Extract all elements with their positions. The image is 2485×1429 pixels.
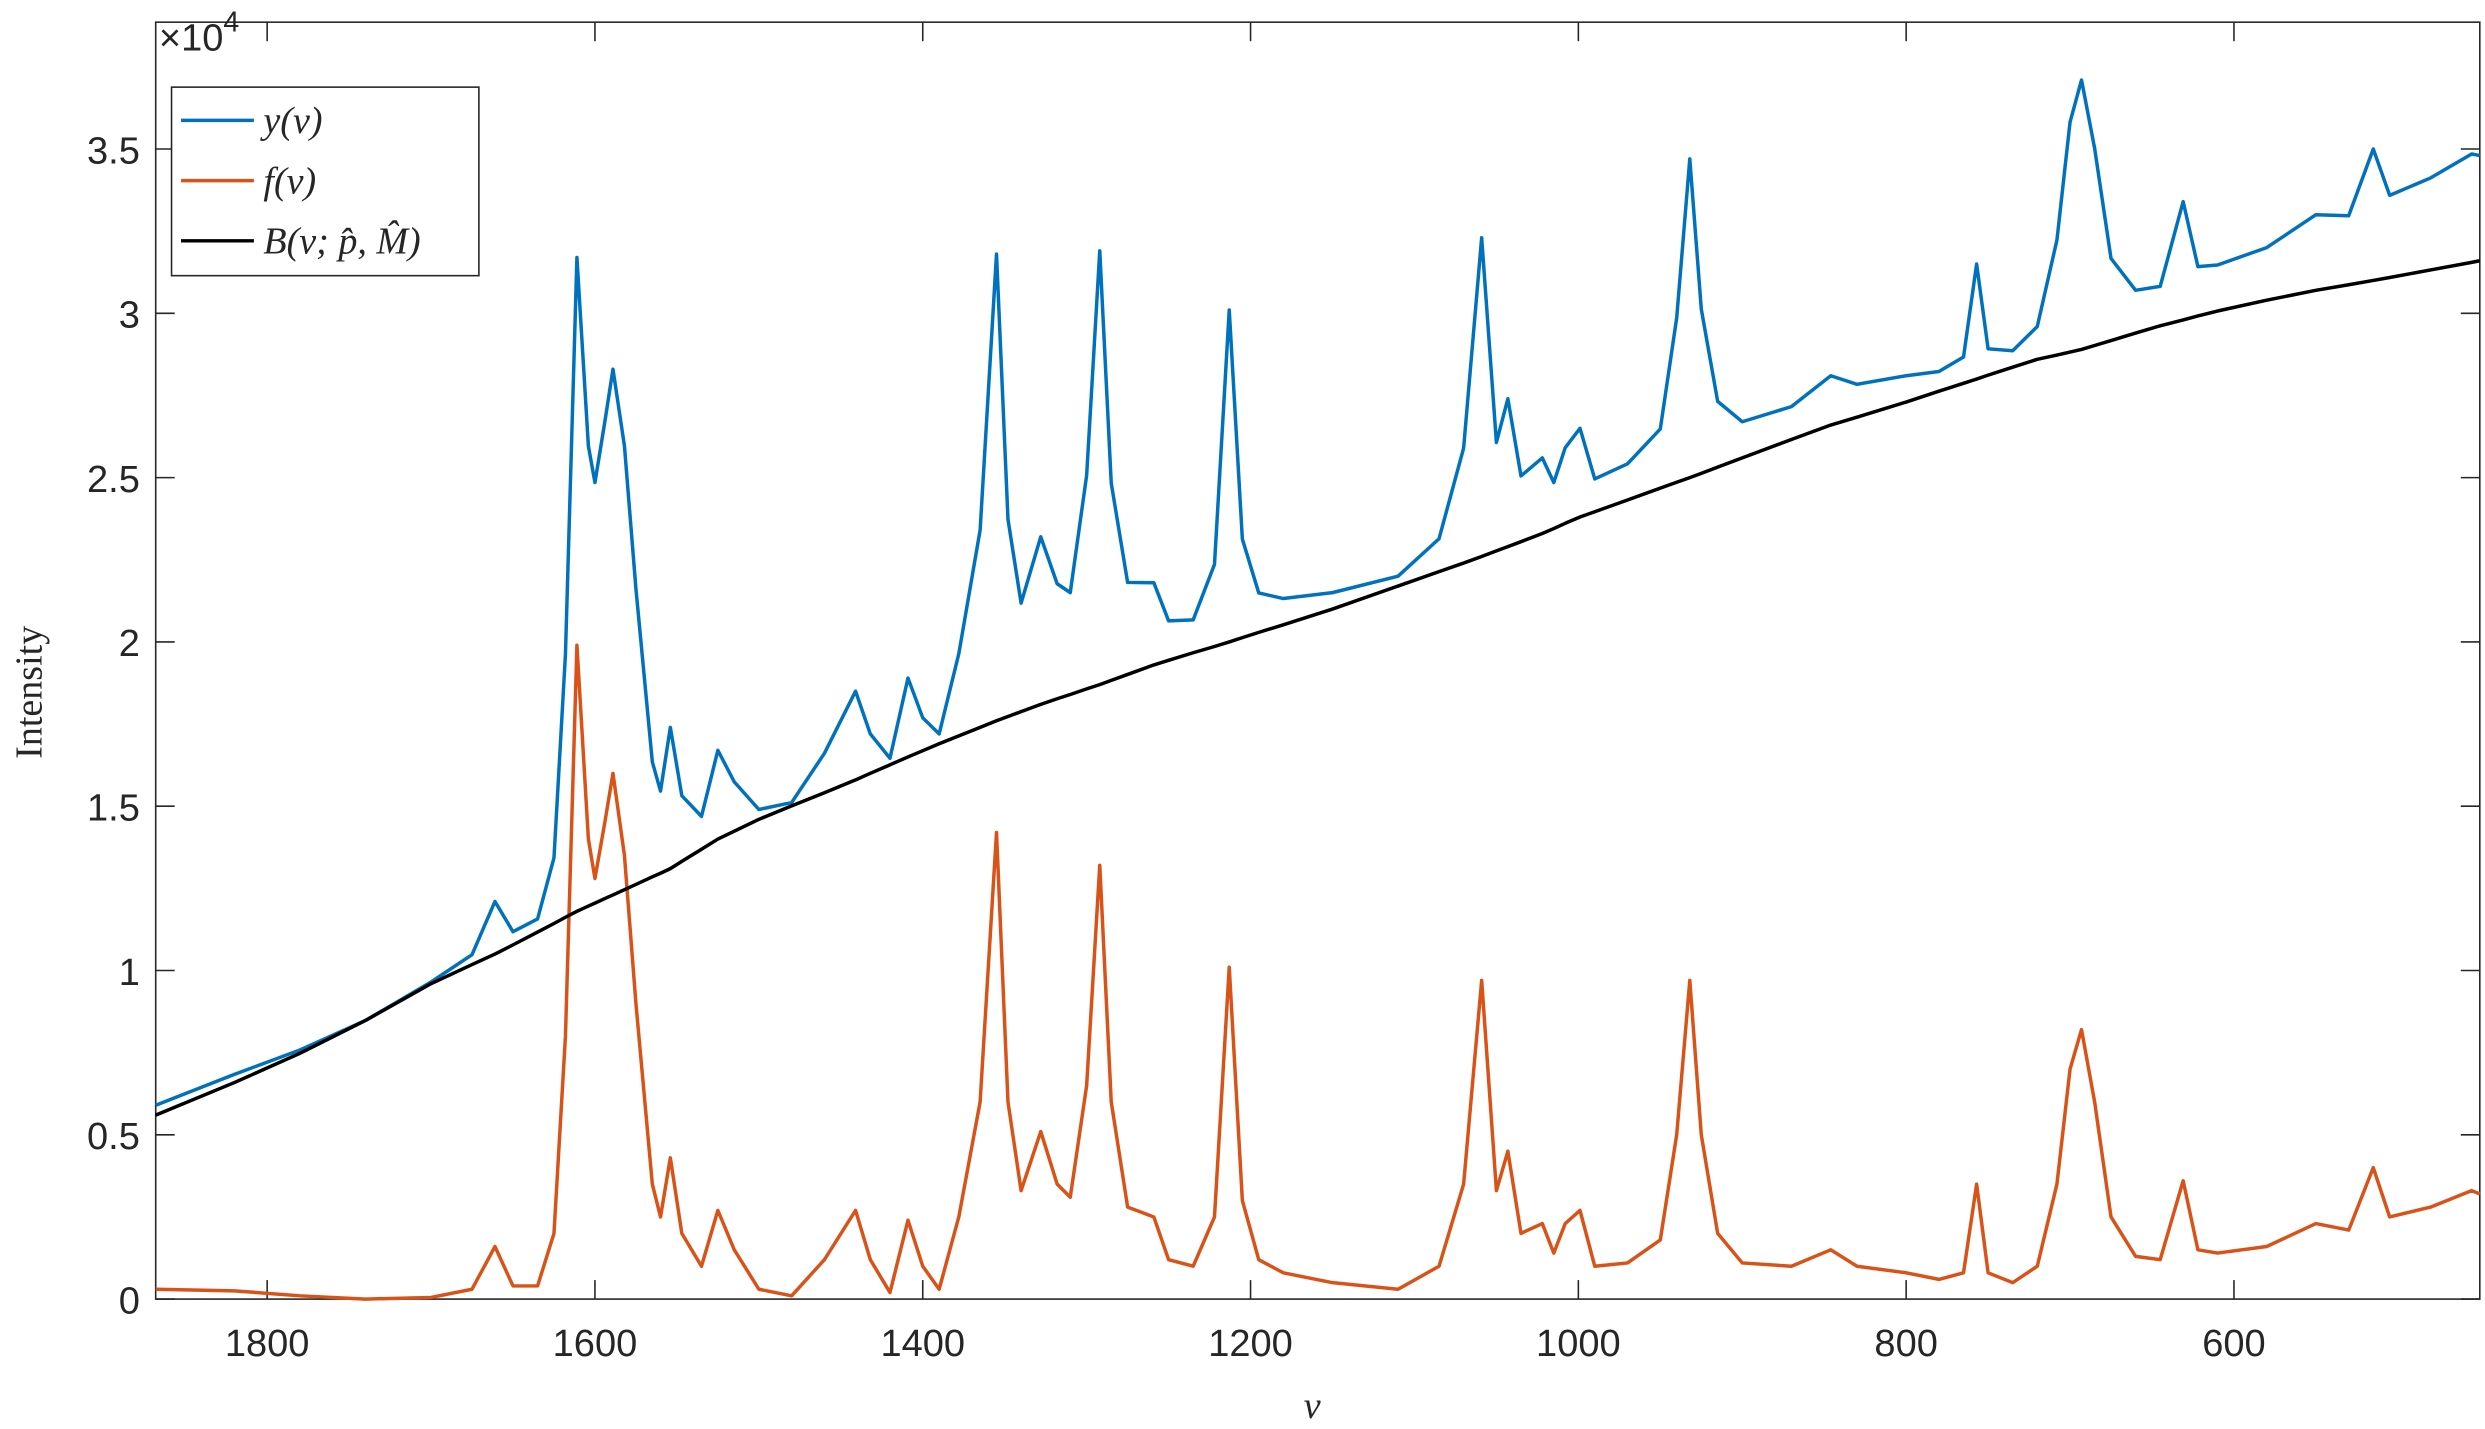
- y-tick-label: 3: [119, 295, 140, 337]
- y-tick-label: 0: [119, 1280, 140, 1322]
- legend-label: y(ν): [259, 100, 322, 142]
- y-tick-label: 3.5: [87, 130, 140, 172]
- x-axis-label: ν: [1304, 1385, 1321, 1427]
- y-multiplier: ×104: [159, 7, 240, 60]
- series-lines: [155, 78, 2481, 1301]
- y-axis-label: Intensity: [9, 626, 51, 759]
- plot-area: [154, 21, 2481, 1300]
- x-tick-label: 1400: [880, 1323, 965, 1365]
- y-tick-label: 1: [119, 952, 140, 994]
- x-tick-label: 600: [2202, 1323, 2265, 1365]
- y-multiplier-base: ×10: [159, 18, 224, 60]
- y-tick-label: 1.5: [87, 787, 140, 829]
- series-line: [155, 643, 2481, 1301]
- x-tick-label: 1600: [553, 1323, 638, 1365]
- y-tick-label: 2: [119, 623, 140, 665]
- y-tick-label: 2.5: [87, 459, 140, 501]
- legend-label: f(ν): [263, 160, 316, 202]
- x-tick-label: 1000: [1536, 1323, 1621, 1365]
- series-line: [155, 259, 2481, 1117]
- y-tick-label: 0.5: [87, 1116, 140, 1158]
- x-tick-label: 1200: [1208, 1323, 1293, 1365]
- legend: y(ν) f(ν) B(ν; p̂, M̂): [170, 86, 480, 277]
- x-tick-label: 800: [1874, 1323, 1937, 1365]
- legend-label: B(ν; p̂, M̂): [263, 220, 420, 262]
- axes-ticks: 1800 1600 1400 1200 1000 800 600 0 0.5 1 1.5 2 2.5 3 3…: [87, 22, 2480, 1365]
- y-multiplier-exp: 4: [223, 7, 239, 39]
- x-tick-label: 1800: [225, 1323, 310, 1365]
- series-line: [155, 78, 2481, 1107]
